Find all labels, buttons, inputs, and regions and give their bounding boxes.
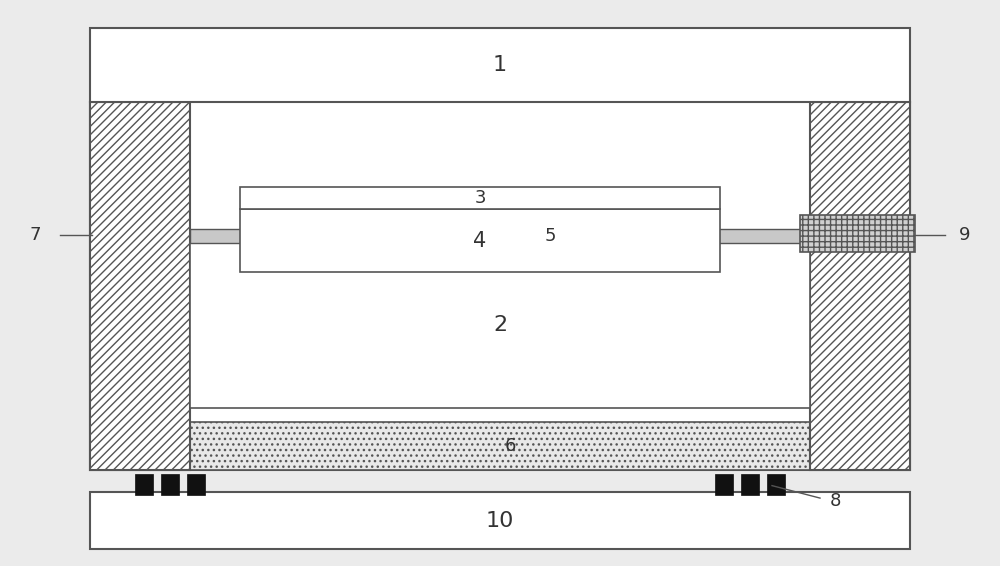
Text: 3: 3 xyxy=(474,189,486,207)
Bar xyxy=(240,187,720,209)
Bar xyxy=(741,474,759,495)
Bar xyxy=(190,229,810,243)
Text: 7: 7 xyxy=(29,226,41,244)
Text: 10: 10 xyxy=(486,511,514,531)
Bar xyxy=(161,474,179,495)
Bar xyxy=(90,28,910,102)
Bar xyxy=(90,422,910,470)
Bar xyxy=(240,209,720,272)
Text: 4: 4 xyxy=(473,230,487,251)
Text: 9: 9 xyxy=(959,226,971,244)
Text: 5: 5 xyxy=(544,228,556,245)
Text: 6: 6 xyxy=(504,437,516,454)
Bar xyxy=(90,492,910,549)
Bar xyxy=(715,474,733,495)
Text: 2: 2 xyxy=(493,315,507,336)
Text: 8: 8 xyxy=(829,492,841,510)
Bar xyxy=(90,102,910,470)
Bar xyxy=(187,474,205,495)
Bar xyxy=(800,215,915,252)
Bar xyxy=(90,102,190,470)
Bar xyxy=(767,474,785,495)
Bar xyxy=(810,102,910,470)
Bar xyxy=(190,102,810,470)
Text: 1: 1 xyxy=(493,55,507,75)
Bar xyxy=(190,243,810,408)
Bar xyxy=(135,474,153,495)
